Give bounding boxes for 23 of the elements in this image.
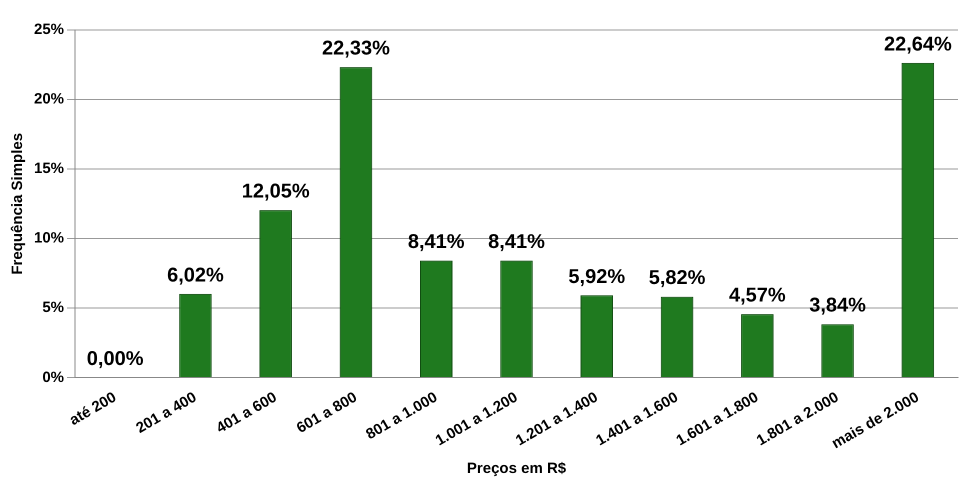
y-axis-title: Frequência Simples <box>9 132 26 275</box>
x-tick-label: 601 a 800 <box>294 388 360 437</box>
data-label: 5,82% <box>648 267 706 290</box>
data-label: 6,02% <box>167 264 224 286</box>
y-tick-label: 0% <box>42 368 64 386</box>
data-label: 4,57% <box>728 284 786 307</box>
data-label: 22,64% <box>884 33 952 56</box>
y-tick-label: 10% <box>34 230 64 247</box>
y-tick-label: 15% <box>34 160 64 178</box>
data-label: 5,92% <box>568 266 626 288</box>
x-tick-label: 201 a 400 <box>133 388 200 437</box>
x-tick-label: 401 a 600 <box>213 388 280 437</box>
data-label: 12,05% <box>242 180 310 203</box>
y-tick-label: 25% <box>34 21 64 38</box>
x-tick-label: até 200 <box>66 388 120 429</box>
data-label: 3,84% <box>809 294 866 317</box>
data-label: 22,33% <box>322 38 390 60</box>
data-label: 0,00% <box>86 348 144 370</box>
y-tick-label: 20% <box>34 90 64 108</box>
data-label: 8,41% <box>488 231 546 254</box>
y-tick-label: 5% <box>42 299 64 316</box>
x-axis-title: Preços em R$ <box>466 460 567 478</box>
data-label: 8,41% <box>408 231 465 254</box>
